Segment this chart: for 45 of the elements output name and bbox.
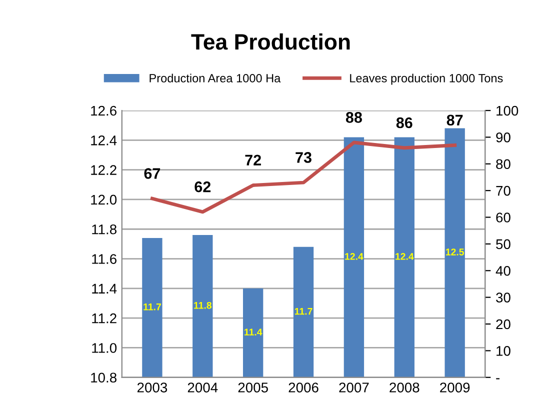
y2-tick-label: 20: [496, 319, 510, 330]
y2-tick-label: 90: [496, 132, 510, 142]
text: 11.0: [92, 343, 117, 353]
data-label: 11.4: [244, 328, 262, 336]
text: 10.8: [91, 372, 116, 383]
y2-tick-label: 30: [496, 292, 510, 302]
text: 11.8: [92, 224, 116, 234]
data-label: 67: [144, 168, 160, 179]
text: 11.4: [92, 284, 117, 294]
y2-tick-label: 100: [496, 106, 518, 116]
y2-tick-label: 80: [496, 159, 510, 170]
data-label: 73: [296, 152, 312, 163]
data-label: 11.8: [194, 302, 212, 309]
x-tick-label: 2006: [288, 382, 318, 392]
text: 11.6: [92, 254, 116, 264]
data-label: 87: [446, 114, 463, 126]
y2-tick-label: -: [496, 378, 500, 380]
y2-tick-label: 50: [496, 239, 510, 250]
legend-label: Production Area 1000 Ha: [150, 74, 281, 82]
x-tick-label: 2007: [339, 382, 369, 392]
data-label: 11.7: [294, 308, 312, 315]
legend-label: Leaves production 1000 Tons: [350, 74, 503, 85]
y2-tick-label: 40: [496, 266, 510, 276]
chart-title: Tea Production: [191, 33, 350, 50]
text: 12.6: [91, 106, 116, 116]
data-label: 62: [194, 181, 211, 192]
data-label: 12.4: [345, 253, 364, 260]
x-tick-label: 2009: [440, 382, 470, 392]
y2-tick-label: 60: [496, 212, 510, 222]
text: 11.2: [92, 313, 116, 324]
y2-tick-label: 70: [496, 186, 510, 196]
data-label: 86: [396, 117, 412, 128]
x-tick-label: 2005: [238, 382, 268, 392]
x-tick-label: 2004: [188, 382, 218, 392]
data-label: 11.7: [144, 304, 161, 310]
data-label: 12.4: [396, 253, 414, 260]
x-tick-label: 2003: [137, 382, 168, 392]
data-label: 72: [245, 154, 261, 166]
x-tick-label: 2008: [390, 382, 420, 392]
y2-tick-label: 10: [496, 346, 510, 356]
text: 12.2: [91, 165, 116, 175]
text: 12.0: [91, 194, 117, 205]
data-label: 88: [346, 112, 362, 123]
data-label: 12.5: [446, 248, 464, 256]
text: 12.4: [91, 135, 117, 146]
